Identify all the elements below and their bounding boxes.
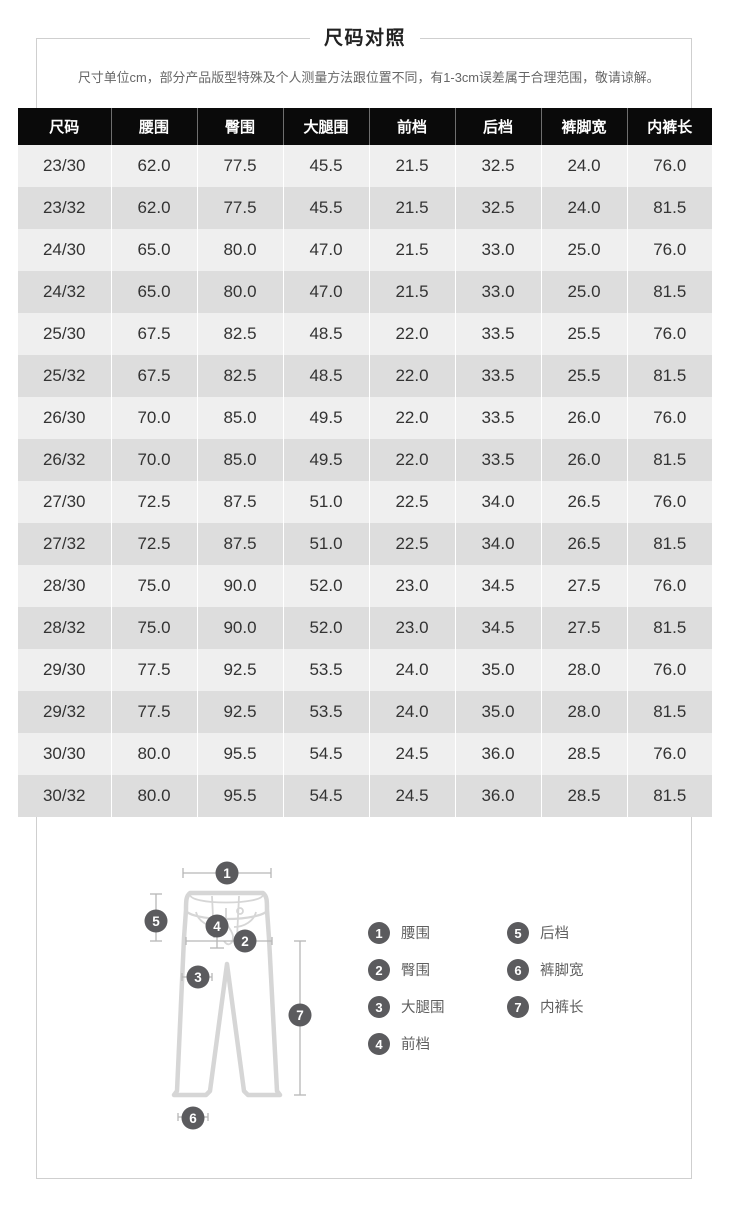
- svg-text:臀围: 臀围: [401, 963, 430, 979]
- svg-text:6: 6: [514, 963, 521, 978]
- svg-text:内裤长: 内裤长: [540, 999, 584, 1016]
- svg-text:1: 1: [223, 866, 231, 881]
- svg-text:2: 2: [241, 934, 249, 949]
- svg-text:5: 5: [514, 926, 521, 941]
- svg-text:4: 4: [213, 919, 221, 934]
- svg-text:后档: 后档: [540, 925, 569, 942]
- svg-text:4: 4: [375, 1037, 383, 1052]
- svg-text:7: 7: [296, 1008, 304, 1023]
- svg-text:1: 1: [375, 926, 382, 941]
- svg-text:6: 6: [189, 1111, 197, 1126]
- svg-text:3: 3: [375, 1000, 382, 1015]
- svg-text:裤脚宽: 裤脚宽: [540, 962, 584, 979]
- svg-text:2: 2: [375, 963, 382, 978]
- svg-text:5: 5: [152, 914, 160, 929]
- svg-text:7: 7: [514, 1000, 521, 1015]
- svg-text:前档: 前档: [401, 1036, 430, 1053]
- svg-text:腰围: 腰围: [401, 926, 430, 942]
- svg-text:3: 3: [194, 970, 202, 985]
- svg-text:大腿围: 大腿围: [401, 999, 445, 1016]
